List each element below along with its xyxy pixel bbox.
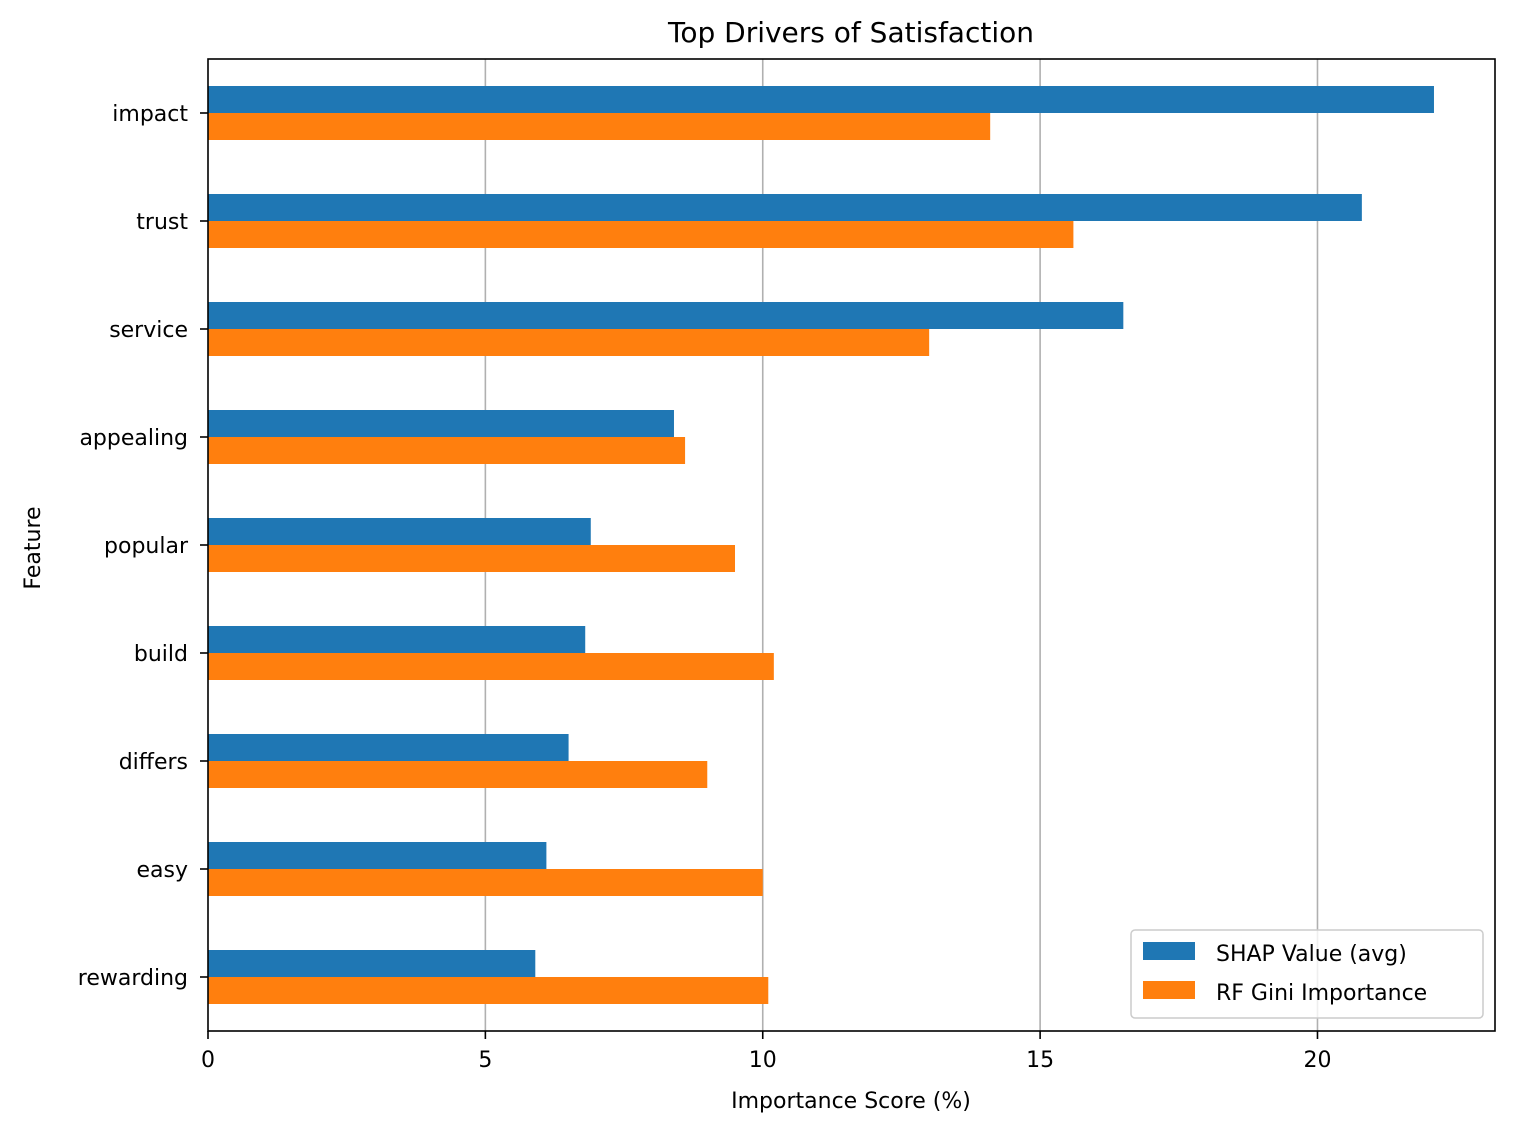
y-tick-label: differs xyxy=(119,750,188,775)
x-axis-label: Importance Score (%) xyxy=(731,1089,971,1114)
bars xyxy=(208,86,1434,1004)
y-tick-label: service xyxy=(109,318,188,343)
bar-shap-easy xyxy=(208,842,547,869)
bar-rf-gini-service xyxy=(208,329,930,356)
y-tick-label: appealing xyxy=(79,426,188,451)
x-tick-label: 15 xyxy=(1026,1048,1054,1073)
bar-shap-trust xyxy=(208,194,1362,221)
bar-rf-gini-build xyxy=(208,653,774,680)
x-tick-label: 20 xyxy=(1303,1048,1331,1073)
y-axis-label: Feature xyxy=(21,506,46,589)
bar-shap-popular xyxy=(208,518,591,545)
x-tick-label: 5 xyxy=(478,1048,492,1073)
legend-swatch-shap xyxy=(1143,942,1195,960)
bar-rf-gini-popular xyxy=(208,545,736,572)
bar-shap-differs xyxy=(208,734,569,761)
legend-label-shap: SHAP Value (avg) xyxy=(1216,942,1407,967)
y-tick-label: easy xyxy=(137,858,189,883)
bar-shap-rewarding xyxy=(208,950,536,977)
x-axis-ticks: 0 5 10 15 20 xyxy=(201,1031,1331,1073)
y-tick-label: popular xyxy=(104,534,189,559)
legend: SHAP Value (avg) RF Gini Importance xyxy=(1130,929,1484,1019)
bar-rf-gini-rewarding xyxy=(208,977,769,1004)
bar-rf-gini-impact xyxy=(208,113,991,140)
x-tick-label: 10 xyxy=(749,1048,777,1073)
bar-shap-impact xyxy=(208,86,1434,113)
bar-shap-service xyxy=(208,302,1124,329)
bar-rf-gini-differs xyxy=(208,761,708,788)
bar-shap-build xyxy=(208,626,586,653)
bar-rf-gini-easy xyxy=(208,869,763,896)
y-tick-label: build xyxy=(134,642,188,667)
y-tick-label: trust xyxy=(136,210,188,235)
y-tick-label: impact xyxy=(112,102,188,127)
y-axis-ticks: impact trust service appealing popular build d… xyxy=(78,102,208,991)
y-tick-label: rewarding xyxy=(78,966,188,991)
chart-title: Top Drivers of Satisfaction xyxy=(667,16,1034,49)
legend-frame xyxy=(1130,929,1484,1019)
bar-shap-appealing xyxy=(208,410,674,437)
bar-rf-gini-appealing xyxy=(208,437,686,464)
bar-rf-gini-trust xyxy=(208,221,1074,248)
x-tick-label: 0 xyxy=(201,1048,215,1073)
legend-swatch-rf-gini xyxy=(1143,981,1195,999)
legend-label-rf-gini: RF Gini Importance xyxy=(1216,981,1427,1006)
